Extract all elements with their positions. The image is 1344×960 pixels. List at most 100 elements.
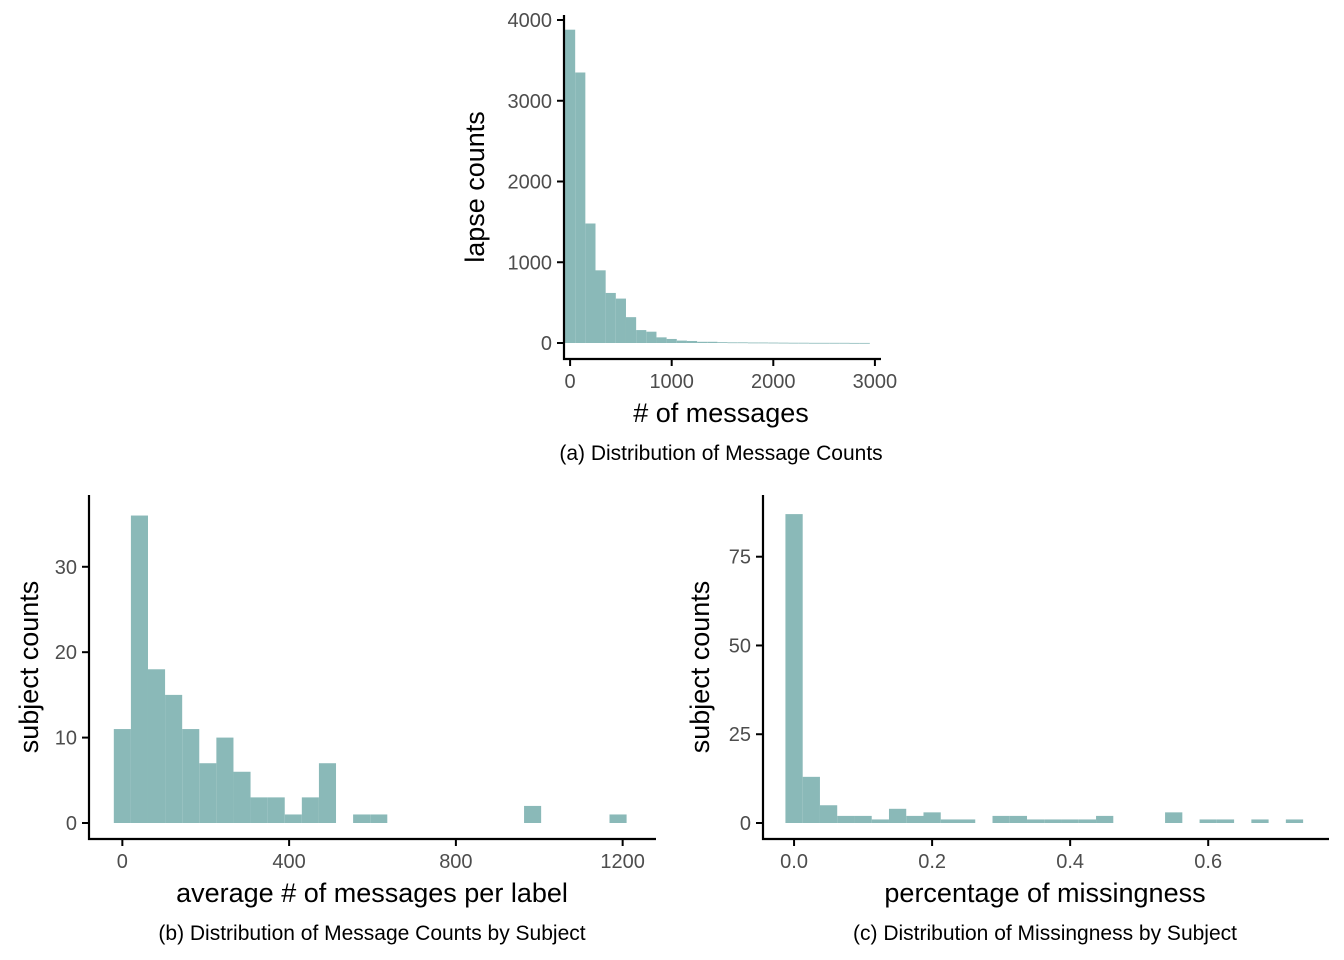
- panel-a-y-tick-label: 0: [541, 333, 552, 355]
- panel-a-bar: [605, 292, 616, 343]
- panel-b-x-tick-label: 400: [272, 851, 305, 873]
- panel-b-bars: [113, 515, 627, 823]
- panel-c-bar: [1285, 819, 1304, 823]
- panel-a-bar: [625, 317, 637, 343]
- panel-c-bar: [1251, 819, 1269, 823]
- panel-c-bar: [1199, 819, 1217, 823]
- panel-c-y-tick-label: 25: [729, 724, 751, 746]
- panel-b-bar: [267, 797, 285, 823]
- panel-a-y-axis-title: lapse counts: [460, 111, 490, 263]
- panel-c-bar: [871, 819, 889, 823]
- panel-c-bar: [837, 815, 855, 823]
- panel-b-bar: [113, 729, 131, 823]
- panel-a-x-tick-label: 1000: [649, 371, 694, 393]
- panel-c-x-axis-title: percentage of missingness: [884, 878, 1205, 908]
- panel-b-bar: [233, 771, 251, 823]
- panel-a-bar: [646, 331, 657, 343]
- panel-c-bar: [992, 815, 1010, 823]
- panel-b-caption: (b) Distribution of Message Counts by Su…: [158, 922, 585, 945]
- panel-a-x-axis-title: # of messages: [633, 398, 809, 428]
- panel-a-bar: [737, 342, 748, 344]
- panel-c-bar: [854, 815, 872, 823]
- panel-b-y-tick-label: 20: [55, 642, 77, 664]
- panel-c-y-axis-ticks: 0 25 50 75: [729, 547, 763, 835]
- panel-a-bar: [798, 342, 809, 344]
- panel-a-x-tick-label: 0: [565, 371, 576, 393]
- panel-b-bar: [130, 515, 148, 823]
- panel-c-bar: [888, 808, 907, 823]
- panel-a-bar: [636, 330, 647, 343]
- panel-b-message-counts-by-subject: 0 10 20 30 0 400 800 1200 average # of message…: [14, 495, 656, 945]
- panel-b-y-tick-label: 10: [55, 728, 77, 750]
- panel-b-bar: [250, 797, 268, 823]
- panel-a-bar: [585, 223, 596, 343]
- panel-a-bar: [808, 342, 820, 344]
- panel-a-axes: [562, 15, 881, 361]
- panel-c-bar: [1078, 819, 1097, 823]
- panel-a-bars: [565, 29, 870, 344]
- panel-b-y-axis-ticks: 0 10 20 30: [55, 557, 89, 835]
- panel-a-bar: [676, 340, 687, 343]
- panel-c-caption: (c) Distribution of Missingness by Subje…: [853, 922, 1237, 945]
- panel-c-bar: [1096, 815, 1114, 823]
- panel-a-y-tick-label: 2000: [508, 172, 553, 194]
- panel-a-bar: [666, 338, 677, 343]
- panel-c-bar: [1165, 812, 1183, 823]
- panel-a-bar: [686, 340, 698, 343]
- panel-c-x-tick-label: 0.6: [1194, 851, 1222, 873]
- panel-b-bar: [353, 814, 371, 823]
- panel-c-bar: [1216, 819, 1235, 823]
- panel-b-bar: [524, 805, 542, 823]
- panel-a-bar: [849, 342, 860, 344]
- panel-c-x-tick-label: 0.4: [1056, 851, 1084, 873]
- panel-a-bar: [565, 29, 576, 343]
- panel-b-bar: [165, 694, 183, 823]
- panel-b-bar: [147, 669, 166, 823]
- panel-a-bar: [707, 341, 718, 343]
- panel-b-y-tick-label: 30: [55, 557, 77, 579]
- panel-a-bar: [829, 342, 840, 344]
- panel-c-x-tick-label: 0.0: [780, 851, 808, 873]
- panel-a-bar: [747, 342, 759, 344]
- panel-a-bar: [697, 341, 708, 343]
- panel-a-bar: [727, 342, 738, 344]
- panel-a-bar: [788, 342, 799, 344]
- panel-c-bar: [802, 776, 820, 823]
- panel-c-bar: [1061, 819, 1079, 823]
- panel-a-y-tick-label: 3000: [508, 91, 553, 113]
- panel-b-bar: [199, 763, 217, 823]
- panel-a-bar: [615, 298, 626, 343]
- panel-b-y-axis-title: subject counts: [14, 581, 44, 754]
- panel-a-bar: [717, 342, 728, 343]
- panel-c-missingness-by-subject: 0 25 50 75 0.0 0.2 0.4 0.6 percentage of missi…: [685, 495, 1329, 945]
- panel-a-bar: [778, 342, 789, 344]
- panel-a-bar: [595, 270, 606, 343]
- panel-c-y-tick-label: 50: [729, 635, 751, 657]
- panel-c-axes: [761, 495, 1329, 841]
- panel-a-bar: [819, 342, 830, 344]
- panel-b-bar: [318, 763, 337, 823]
- panel-c-bar: [1044, 819, 1062, 823]
- panel-c-x-tick-label: 0.2: [918, 851, 946, 873]
- panel-a-bar: [758, 342, 769, 344]
- panel-b-x-axis-title: average # of messages per label: [176, 878, 568, 908]
- panel-b-bar: [370, 814, 388, 823]
- panel-c-bar: [1027, 819, 1045, 823]
- panel-b-bar: [216, 737, 234, 823]
- panel-c-bar: [923, 812, 941, 823]
- panel-a-bar: [656, 337, 667, 343]
- panel-b-axes: [87, 495, 656, 841]
- panel-a-x-tick-label: 2000: [751, 371, 796, 393]
- panel-b-x-axis-ticks: 0 400 800 1200: [117, 839, 645, 873]
- panel-a-y-tick-label: 4000: [508, 10, 553, 32]
- panel-c-y-tick-label: 0: [740, 813, 751, 835]
- panel-c-bar: [819, 805, 838, 823]
- panel-b-y-tick-label: 0: [66, 813, 77, 835]
- panel-b-x-tick-label: 0: [117, 851, 128, 873]
- panel-b-x-tick-label: 1200: [600, 851, 645, 873]
- panel-a-x-tick-label: 3000: [853, 371, 898, 393]
- panel-a-x-axis-ticks: 0 1000 2000 3000: [565, 359, 898, 393]
- panel-c-bar: [1009, 815, 1028, 823]
- panel-c-bar: [957, 819, 976, 823]
